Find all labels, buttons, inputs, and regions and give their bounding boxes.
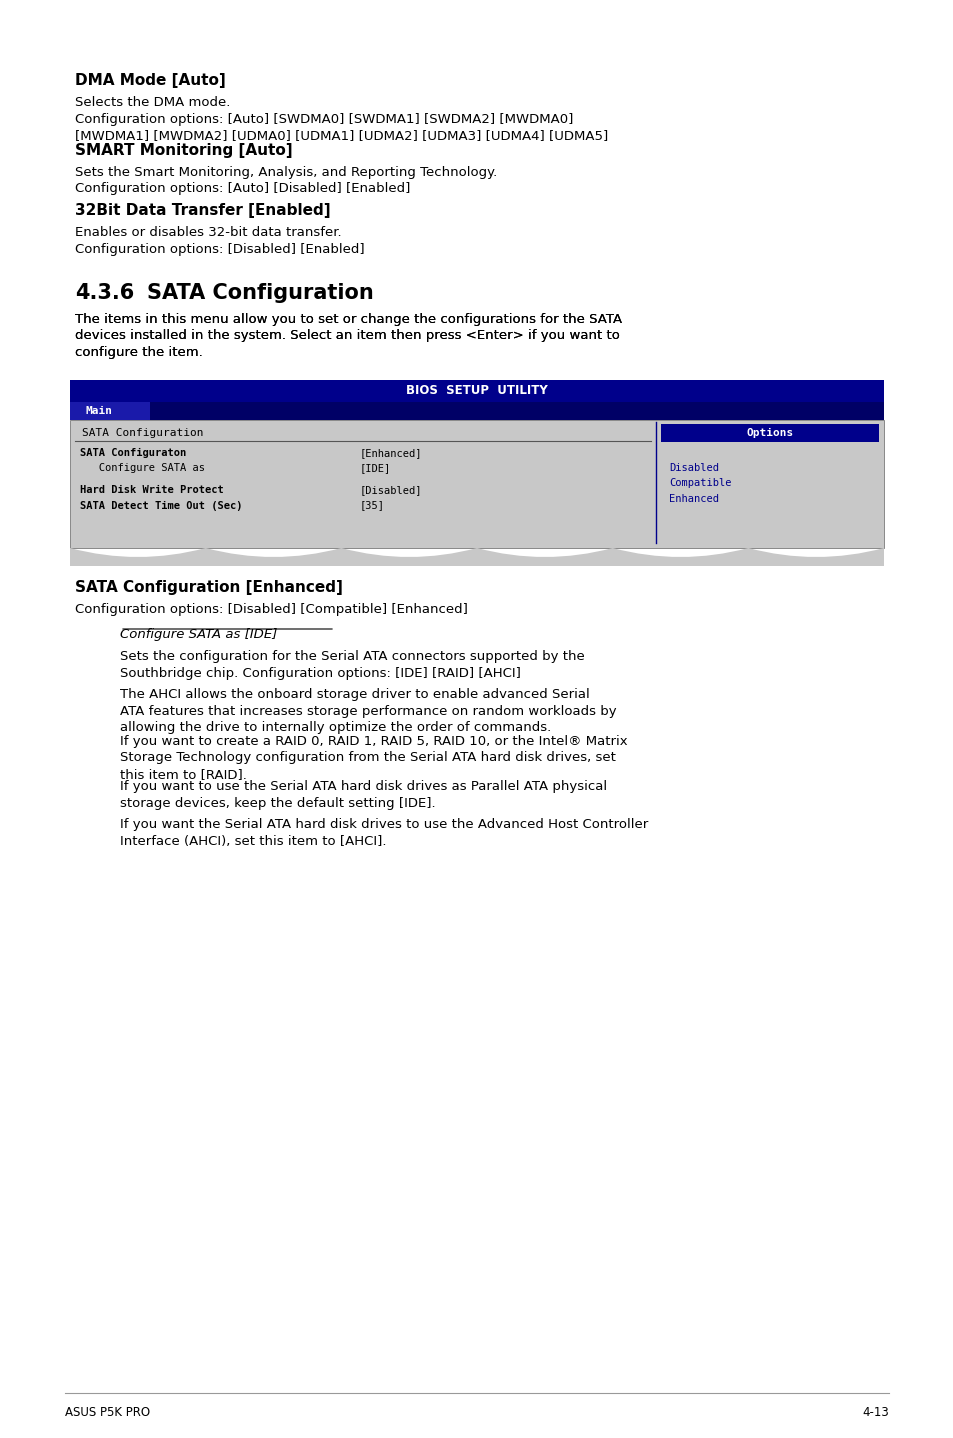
Text: DMA Mode [Auto]: DMA Mode [Auto] — [75, 73, 226, 88]
Text: [Disabled]: [Disabled] — [359, 485, 422, 495]
Text: Selects the DMA mode.: Selects the DMA mode. — [75, 96, 230, 109]
FancyBboxPatch shape — [150, 403, 883, 420]
Text: If you want the Serial ATA hard disk drives to use the Advanced Host Controller: If you want the Serial ATA hard disk dri… — [120, 818, 648, 831]
Text: [Enhanced]: [Enhanced] — [359, 449, 422, 457]
Text: ATA features that increases storage performance on random workloads by: ATA features that increases storage perf… — [120, 705, 616, 718]
Text: Configuration options: [Auto] [Disabled] [Enabled]: Configuration options: [Auto] [Disabled]… — [75, 183, 410, 196]
Text: Configuration options: [Auto] [SWDMA0] [SWDMA1] [SWDMA2] [MWDMA0]: Configuration options: [Auto] [SWDMA0] [… — [75, 112, 573, 125]
Text: 32Bit Data Transfer [Enabled]: 32Bit Data Transfer [Enabled] — [75, 203, 331, 219]
Text: Enables or disables 32-bit data transfer.: Enables or disables 32-bit data transfer… — [75, 226, 341, 239]
Text: Enhanced: Enhanced — [668, 495, 719, 503]
FancyBboxPatch shape — [70, 380, 883, 403]
Text: SMART Monitoring [Auto]: SMART Monitoring [Auto] — [75, 142, 293, 158]
Text: Sets the Smart Monitoring, Analysis, and Reporting Technology.: Sets the Smart Monitoring, Analysis, and… — [75, 165, 497, 178]
Text: ASUS P5K PRO: ASUS P5K PRO — [65, 1406, 150, 1419]
Text: Disabled: Disabled — [668, 463, 719, 473]
FancyBboxPatch shape — [70, 420, 883, 548]
Text: [MWDMA1] [MWDMA2] [UDMA0] [UDMA1] [UDMA2] [UDMA3] [UDMA4] [UDMA5]: [MWDMA1] [MWDMA2] [UDMA0] [UDMA1] [UDMA2… — [75, 129, 608, 142]
Text: Configure SATA as [IDE]: Configure SATA as [IDE] — [120, 628, 277, 641]
Text: SATA Configuraton: SATA Configuraton — [80, 449, 186, 459]
FancyBboxPatch shape — [70, 403, 150, 420]
Text: [35]: [35] — [359, 500, 385, 510]
Text: this item to [RAID].: this item to [RAID]. — [120, 768, 247, 781]
Text: configure the item.: configure the item. — [75, 347, 203, 360]
Text: Main: Main — [85, 406, 112, 416]
Text: 4-13: 4-13 — [862, 1406, 888, 1419]
Text: If you want to create a RAID 0, RAID 1, RAID 5, RAID 10, or the Intel® Matrix: If you want to create a RAID 0, RAID 1, … — [120, 735, 627, 748]
Text: devices installed in the system. Select an item then press <Enter> if you want t: devices installed in the system. Select … — [75, 329, 619, 342]
Text: allowing the drive to internally optimize the order of commands.: allowing the drive to internally optimiz… — [120, 720, 551, 733]
Text: Interface (AHCI), set this item to [AHCI].: Interface (AHCI), set this item to [AHCI… — [120, 834, 386, 847]
Text: The AHCI allows the onboard storage driver to enable advanced Serial: The AHCI allows the onboard storage driv… — [120, 687, 589, 700]
Text: Configuration options: [Disabled] [Compatible] [Enhanced]: Configuration options: [Disabled] [Compa… — [75, 603, 467, 615]
Text: Hard Disk Write Protect: Hard Disk Write Protect — [80, 485, 224, 495]
FancyBboxPatch shape — [660, 424, 878, 441]
Text: The items in this menu allow you to set or change the configurations for the SAT: The items in this menu allow you to set … — [75, 313, 621, 326]
Text: Storage Technology configuration from the Serial ATA hard disk drives, set: Storage Technology configuration from th… — [120, 752, 616, 765]
Text: [IDE]: [IDE] — [359, 463, 391, 473]
Text: BIOS  SETUP  UTILITY: BIOS SETUP UTILITY — [406, 384, 547, 397]
Text: 4.3.6: 4.3.6 — [75, 283, 134, 303]
Text: If you want to use the Serial ATA hard disk drives as Parallel ATA physical: If you want to use the Serial ATA hard d… — [120, 779, 606, 792]
Text: configure the item.: configure the item. — [75, 347, 203, 360]
Text: SATA Configuration: SATA Configuration — [147, 283, 374, 303]
Text: Compatible: Compatible — [668, 479, 731, 489]
Text: storage devices, keep the default setting [IDE].: storage devices, keep the default settin… — [120, 797, 436, 810]
Text: devices installed in the system. Select an item then press <Enter> if you want t: devices installed in the system. Select … — [75, 329, 619, 342]
Text: SATA Configuration: SATA Configuration — [82, 429, 203, 439]
Text: Sets the configuration for the Serial ATA connectors supported by the: Sets the configuration for the Serial AT… — [120, 650, 584, 663]
Text: Configuration options: [Disabled] [Enabled]: Configuration options: [Disabled] [Enabl… — [75, 243, 364, 256]
Text: Configure SATA as: Configure SATA as — [80, 463, 205, 473]
Text: The items in this menu allow you to set or change the configurations for the SAT: The items in this menu allow you to set … — [75, 313, 621, 326]
Text: SATA Configuration [Enhanced]: SATA Configuration [Enhanced] — [75, 580, 342, 595]
Text: Options: Options — [745, 429, 793, 439]
Text: Southbridge chip. Configuration options: [IDE] [RAID] [AHCI]: Southbridge chip. Configuration options:… — [120, 666, 520, 680]
Text: SATA Detect Time Out (Sec): SATA Detect Time Out (Sec) — [80, 500, 242, 510]
PathPatch shape — [70, 548, 883, 567]
